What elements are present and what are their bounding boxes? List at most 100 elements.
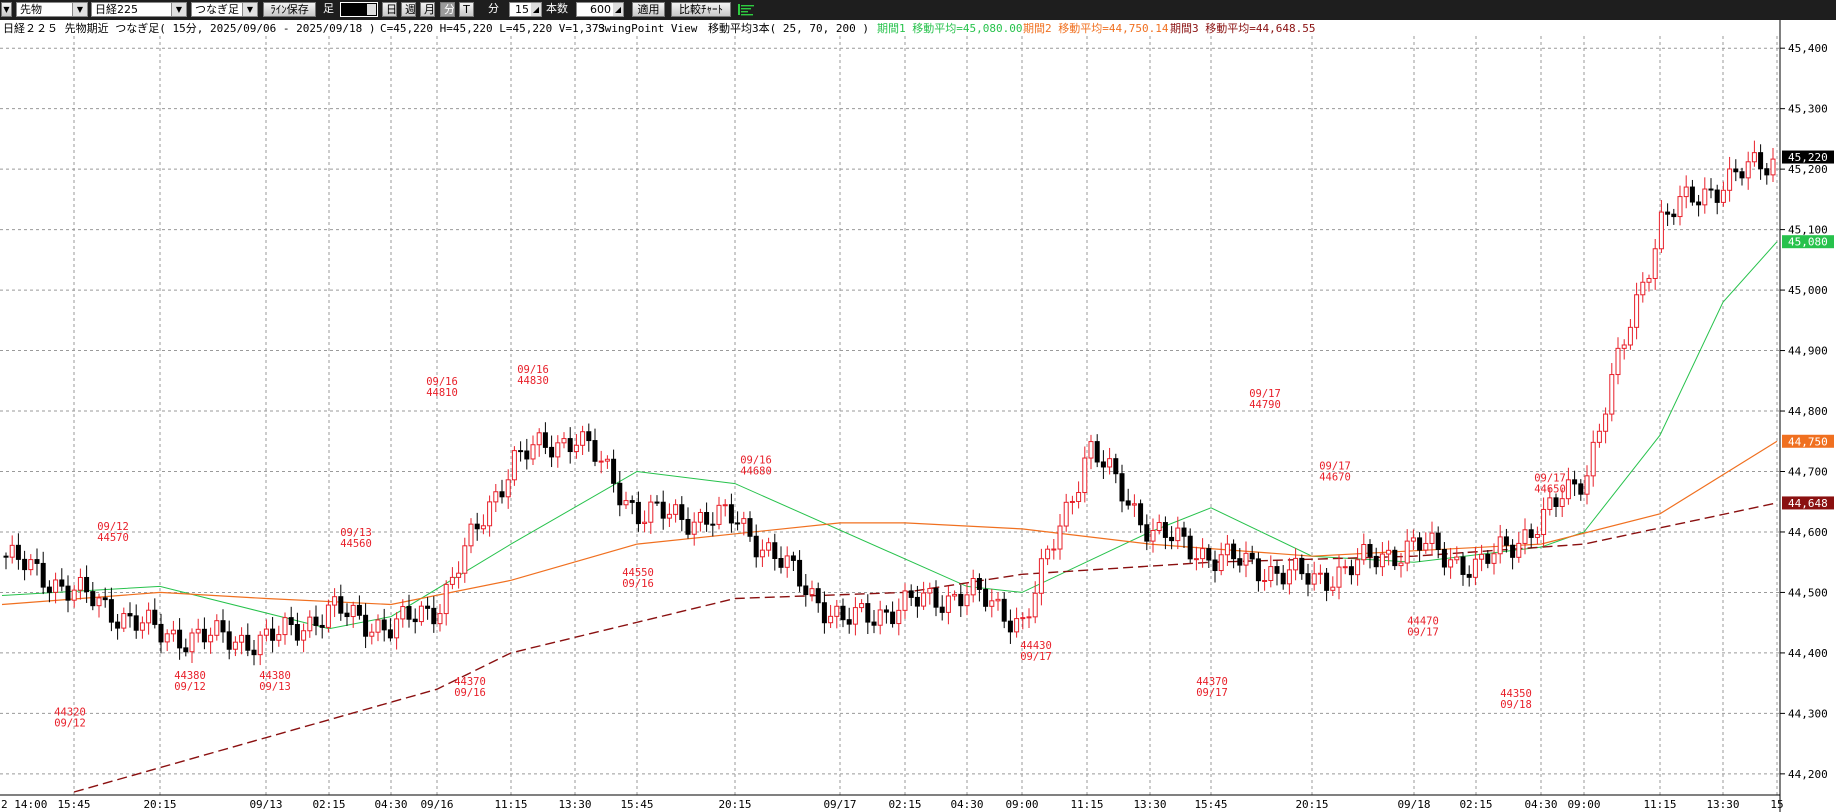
spinner-icon[interactable]: ◢ [531, 3, 541, 16]
compare-chart-button[interactable]: 比較ﾁｬｰﾄ [671, 2, 731, 17]
candle-down [871, 621, 877, 626]
candle-up [301, 630, 307, 641]
candle-down [84, 576, 90, 593]
candle-up [487, 501, 493, 527]
candle-down [660, 501, 666, 519]
candle-down [1689, 186, 1695, 203]
swing-point-line-2: 44650 [1534, 484, 1566, 496]
ma2-marker-label: 44,750 [1788, 435, 1828, 448]
candle-up [1472, 558, 1478, 578]
month-button[interactable]: 月 [420, 2, 435, 17]
candle-down [797, 559, 803, 587]
bar-color-box[interactable] [340, 2, 378, 17]
interval-value: 15 [515, 3, 529, 16]
candle-up [1590, 441, 1596, 477]
swing-point-line-1: 09/13 [340, 527, 372, 539]
ma3-legend: 期間3 移動平均=44,648.55 [1170, 21, 1315, 35]
candle-up [418, 605, 424, 623]
market-select[interactable]: 先物 ▼ [16, 2, 88, 17]
ma1-marker-label: 45,080 [1788, 236, 1828, 249]
product-select[interactable]: 日経225 ▼ [91, 2, 187, 17]
candle-down [1231, 543, 1237, 560]
candle-up [530, 444, 536, 460]
candle-down [245, 634, 251, 651]
candle-down [1274, 566, 1280, 574]
candle-down [611, 458, 617, 484]
candle-up [1131, 503, 1137, 506]
day-button[interactable]: 日 [382, 2, 397, 17]
swing-point-line-1: 44380 [259, 670, 291, 682]
candle-down [108, 599, 114, 623]
interval-input[interactable]: 15 ◢ [509, 2, 542, 17]
candle-down [821, 602, 827, 624]
week-button[interactable]: 週 [401, 2, 416, 17]
candle-down [1460, 556, 1466, 575]
save-line-button[interactable]: ﾗｲﾝ保存 [263, 2, 316, 17]
swing-point-line-1: 44370 [454, 676, 486, 688]
candle-down [1144, 524, 1150, 542]
candle-up [1342, 566, 1348, 569]
candle-down [747, 518, 753, 537]
candle-down [1764, 168, 1770, 176]
x-tick-label: 20:15 [1295, 798, 1328, 811]
tick-button[interactable]: T [459, 2, 474, 17]
candle-down [1100, 461, 1106, 468]
candle-up [1479, 553, 1485, 560]
ma1-legend: 期間1 移動平均=45,080.00 [877, 21, 1022, 35]
candle-down [1714, 189, 1720, 203]
candle-up [332, 596, 338, 606]
price-chart[interactable]: 4432009/1209/12445704438009/124438009/13… [0, 20, 1836, 812]
candle-down [1466, 573, 1472, 578]
x-tick-label: 20:15 [718, 798, 751, 811]
candle-up [834, 605, 840, 617]
swing-point-line-2: 44680 [740, 466, 772, 478]
continuation-select[interactable]: つなぎ足 ▼ [191, 2, 258, 17]
candle-up [1584, 475, 1590, 495]
candle-down [1181, 527, 1187, 537]
candle-down [152, 609, 158, 625]
candle-up [1355, 559, 1361, 576]
candle-down [983, 588, 989, 607]
candle-up [1547, 497, 1553, 510]
y-tick-label: 45,000 [1788, 284, 1828, 297]
x-tick-label: 11:15 [1070, 798, 1103, 811]
candle-down [1373, 555, 1379, 568]
candle-down [1572, 479, 1578, 485]
candle-down [425, 605, 431, 609]
count-value: 600 [590, 3, 611, 16]
candle-up [1410, 537, 1416, 542]
candle-up [1652, 248, 1658, 279]
candle-down [387, 629, 393, 639]
candle-down [976, 578, 982, 590]
candle-up [1658, 211, 1664, 250]
candle-up [375, 619, 381, 633]
count-input[interactable]: 600 ◢ [576, 2, 624, 17]
candle-up [1609, 374, 1615, 415]
candle-down [1435, 532, 1441, 551]
candle-down [1510, 544, 1516, 558]
swing-point-line-1: 09/17 [1319, 461, 1351, 473]
candle-down [288, 617, 294, 626]
candle-down [524, 450, 530, 460]
candle-up [214, 620, 220, 636]
candle-down [363, 614, 369, 637]
minute-button[interactable]: 分 [440, 2, 455, 17]
candle-up [580, 431, 586, 446]
candle-down [1324, 572, 1330, 591]
x-tick-label: 02:15 [1459, 798, 1492, 811]
candle-up [666, 513, 672, 519]
apply-button[interactable]: 適用 [632, 2, 665, 17]
candle-up [1014, 618, 1020, 633]
candle-down [90, 591, 96, 607]
candle-up [1020, 617, 1026, 620]
spinner-icon[interactable]: ◢ [613, 3, 623, 16]
candle-down [499, 491, 505, 498]
candle-up [927, 588, 933, 594]
menu-dropdown-button[interactable]: ▼ [1, 2, 12, 17]
chart-list-icon[interactable] [737, 2, 755, 17]
y-tick-label: 44,300 [1788, 707, 1828, 720]
candle-up [970, 578, 976, 596]
candle-up [263, 628, 269, 636]
candle-up [1057, 525, 1063, 550]
candle-up [511, 450, 517, 481]
